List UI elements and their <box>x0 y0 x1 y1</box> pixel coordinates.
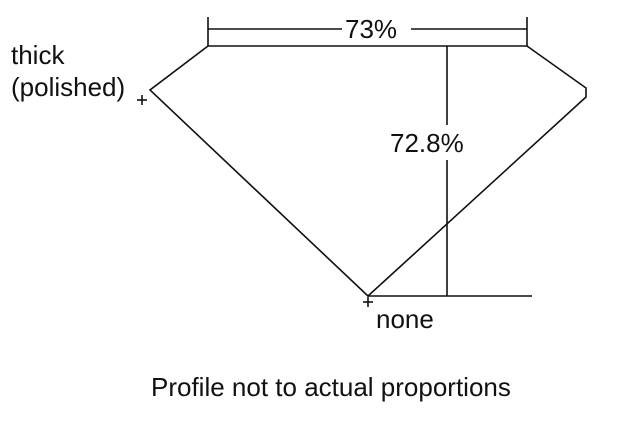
girdle-label-line2: (polished) <box>11 72 126 102</box>
table-percentage: 73% <box>345 14 398 44</box>
depth-percentage: 72.8% <box>390 128 464 158</box>
culet-label: none <box>376 304 434 334</box>
girdle-label-line1: thick <box>11 40 65 70</box>
diamond-outline <box>148 45 587 298</box>
caption: Profile not to actual proportions <box>151 372 511 402</box>
